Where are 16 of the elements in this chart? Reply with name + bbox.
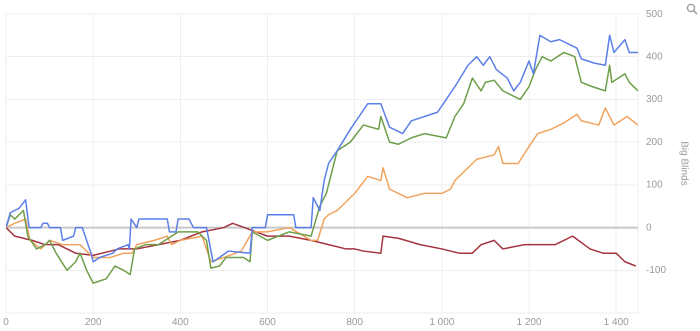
- y-tick-label: 200: [646, 136, 664, 148]
- x-tick-label: 400: [172, 316, 190, 328]
- x-tick-label: 200: [84, 316, 102, 328]
- y-tick-label: 300: [646, 94, 664, 106]
- x-tick-label: 800: [346, 316, 364, 328]
- x-tick-label: 1 400: [604, 316, 630, 328]
- y-tick-label: 0: [646, 222, 652, 234]
- y-tick-label: 500: [646, 8, 664, 20]
- y-tick-label: 100: [646, 180, 664, 191]
- x-tick-label: 1 200: [516, 316, 542, 328]
- y-axis-title: Big Blinds: [678, 141, 690, 186]
- y-tick-label: 400: [646, 51, 664, 62]
- x-tick-label: 0: [3, 316, 10, 328]
- x-tick-label: 600: [259, 316, 276, 328]
- x-tick-label: 1 000: [429, 316, 455, 328]
- y-tick-label: -100: [646, 265, 666, 276]
